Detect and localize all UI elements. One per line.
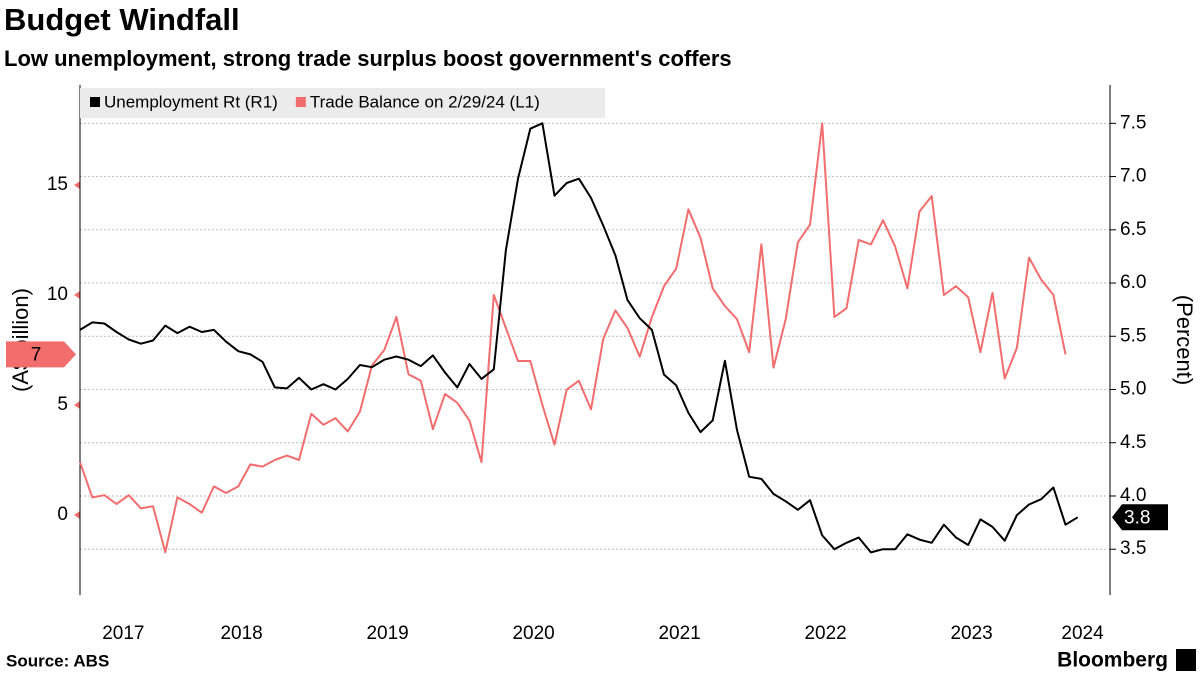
chart-subtitle: Low unemployment, strong trade surplus b…: [4, 46, 732, 71]
last-value-tag: [1112, 504, 1168, 531]
y2-tick-label: 5.5: [1120, 325, 1146, 346]
x-tick-label: 2019: [366, 623, 408, 644]
y-tick: [74, 291, 80, 300]
source: Source: ABS: [6, 651, 109, 670]
y-tick-label: 5: [57, 394, 68, 415]
x-tick-label: 2020: [512, 623, 554, 644]
y2-tick-label: 7.5: [1120, 112, 1146, 133]
series-line: [79, 122, 1067, 554]
legend-swatch: [295, 97, 306, 107]
y-tick-label: 15: [47, 174, 68, 195]
y-axis-label: (A$ billion): [8, 288, 33, 392]
last-value-label: 3.8: [1124, 507, 1150, 528]
y-tick-label: 10: [47, 284, 68, 305]
x-tick-label: 2024: [1061, 623, 1104, 644]
y2-tick-label: 6.0: [1120, 272, 1146, 293]
y-tick: [74, 181, 80, 190]
y2-tick-label: 4.5: [1120, 432, 1146, 453]
brand: Bloomberg: [1057, 649, 1168, 672]
legend-label: Unemployment Rt (R1): [104, 92, 278, 111]
y2-tick-label: 5.0: [1120, 379, 1146, 400]
legend-label: Trade Balance on 2/29/24 (L1): [310, 92, 540, 111]
y2-tick-label: 4.0: [1120, 485, 1146, 506]
legend-swatch: [90, 97, 100, 107]
y2-tick-label: 7.0: [1120, 166, 1146, 187]
brand-icon: [1176, 649, 1196, 671]
x-tick-label: 2018: [220, 623, 262, 644]
y-tick-label: 0: [57, 504, 68, 525]
y-tick: [74, 510, 80, 519]
x-tick-label: 2023: [950, 623, 992, 644]
x-tick-label: 2017: [102, 623, 144, 644]
last-value-tag: [6, 341, 76, 368]
x-tick-label: 2022: [804, 623, 846, 644]
legend-box: [80, 88, 605, 118]
y-tick: [74, 400, 80, 409]
chart-title: Budget Windfall: [4, 2, 240, 37]
series-line: [79, 122, 1079, 554]
y2-axis-label: (Percent): [1172, 295, 1197, 385]
y2-tick-label: 6.5: [1120, 219, 1146, 240]
x-tick-label: 2021: [658, 623, 700, 644]
y2-tick-label: 3.5: [1120, 538, 1146, 559]
last-value-label: 7: [31, 344, 42, 365]
